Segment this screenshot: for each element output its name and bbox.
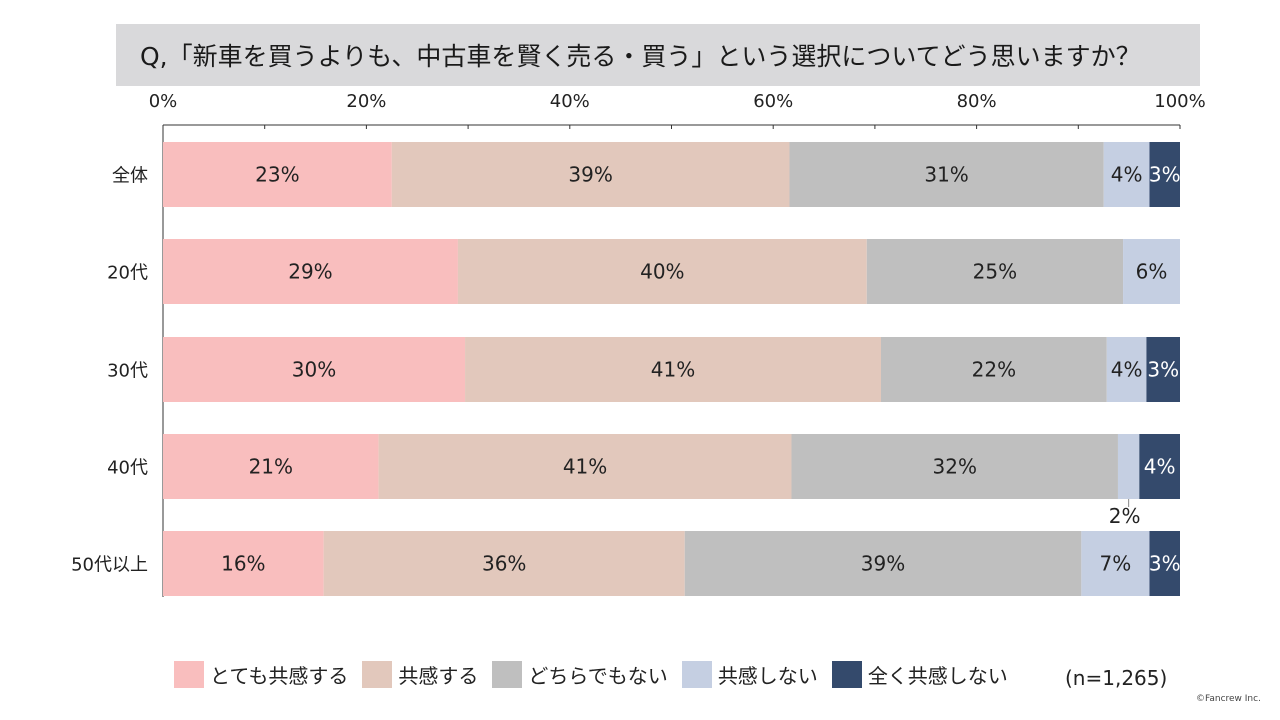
bar-segment: [1123, 239, 1180, 304]
legend-label: どちらでもない: [528, 664, 668, 688]
bar-segment: [163, 434, 379, 499]
category-label: 40代: [107, 458, 148, 479]
bar-segment: [163, 239, 458, 304]
legend-label: とても共感する: [210, 664, 349, 688]
bar-segment: [465, 337, 882, 402]
bar-segment: [1106, 337, 1147, 402]
data-label: 4%: [1111, 358, 1143, 382]
data-label: 21%: [249, 455, 293, 479]
bar-segment: [1149, 142, 1180, 207]
legend-item: とても共感する: [174, 660, 348, 689]
bar-segment: [1081, 531, 1150, 596]
data-label: 3%: [1149, 163, 1181, 187]
x-tick-label: 80%: [957, 91, 997, 112]
bar-segment: [1117, 434, 1140, 499]
data-label: 23%: [255, 163, 299, 187]
data-label: 29%: [288, 260, 332, 284]
legend-label: 全く共感しない: [867, 664, 1008, 688]
bar-segment: [866, 239, 1124, 304]
bar-segment: [163, 142, 392, 207]
x-tick-label: 60%: [753, 91, 793, 112]
legend-item: 全く共感しない: [831, 660, 1008, 689]
bar-segment: [1139, 434, 1180, 499]
legend-item: 共感する: [362, 660, 478, 689]
bar-segment: [791, 434, 1118, 499]
category-label: 50代以上: [71, 555, 148, 576]
copyright: ©Fancrew Inc.: [1196, 694, 1261, 704]
bar-segment: [323, 531, 685, 596]
data-label: 25%: [973, 260, 1017, 284]
bar-segment: [881, 337, 1107, 402]
data-label: 16%: [221, 552, 265, 576]
legend-swatch: [492, 661, 523, 688]
data-label: 30%: [292, 358, 336, 382]
bar-segment: [391, 142, 790, 207]
data-label: 22%: [972, 358, 1016, 382]
legend-item: どちらでもない: [492, 660, 668, 689]
chart-title-text: Q,「新車を買うよりも、中古車を賢く売る・買う」という選択についてどう思いますか…: [140, 42, 1141, 71]
bar-segment: [163, 531, 324, 596]
legend-swatch: [174, 661, 204, 688]
data-label: 3%: [1149, 552, 1181, 576]
data-label: 6%: [1136, 260, 1168, 284]
data-label: 32%: [933, 455, 977, 479]
category-label: 30代: [107, 361, 148, 382]
data-label: 40%: [640, 260, 684, 284]
bar-segment: [789, 142, 1104, 207]
bar-segment: [1149, 531, 1180, 596]
bar-segment: [684, 531, 1082, 596]
bar-segment: [457, 239, 867, 304]
data-label: 41%: [651, 358, 695, 382]
legend-swatch: [681, 661, 712, 688]
bar-segment: [163, 337, 466, 402]
legend-swatch: [362, 661, 393, 688]
data-label: 41%: [563, 455, 607, 479]
x-tick-label: 20%: [346, 91, 386, 112]
data-label-outside: 2%: [1109, 504, 1141, 528]
data-label: 39%: [568, 163, 612, 187]
legend-label: 共感する: [398, 664, 479, 688]
legend: とても共感する 共感する どちらでもない 共感しない 全く共感しない: [174, 660, 1022, 689]
legend-swatch: [831, 661, 862, 688]
data-label: 31%: [924, 163, 968, 187]
bar-segment: [1146, 337, 1180, 402]
bar-segment: [1103, 142, 1150, 207]
data-label: 36%: [482, 552, 526, 576]
sample-size: (n=1,265): [1065, 666, 1168, 690]
chart-title: Q,「新車を買うよりも、中古車を賢く売る・買う」という選択についてどう思いますか…: [116, 24, 1200, 86]
data-label: 4%: [1111, 163, 1143, 187]
category-label: 20代: [107, 263, 148, 284]
legend-item: 共感しない: [681, 660, 818, 689]
x-tick-label: 40%: [550, 91, 590, 112]
x-tick-label: 0%: [149, 91, 178, 112]
category-label: 全体: [112, 166, 148, 187]
data-label: 3%: [1147, 358, 1179, 382]
bar-segment: [378, 434, 792, 499]
legend-label: 共感しない: [717, 664, 818, 688]
data-label: 4%: [1144, 455, 1176, 479]
data-label: 7%: [1100, 552, 1132, 576]
x-tick-label: 100%: [1154, 91, 1205, 112]
data-label: 39%: [861, 552, 905, 576]
